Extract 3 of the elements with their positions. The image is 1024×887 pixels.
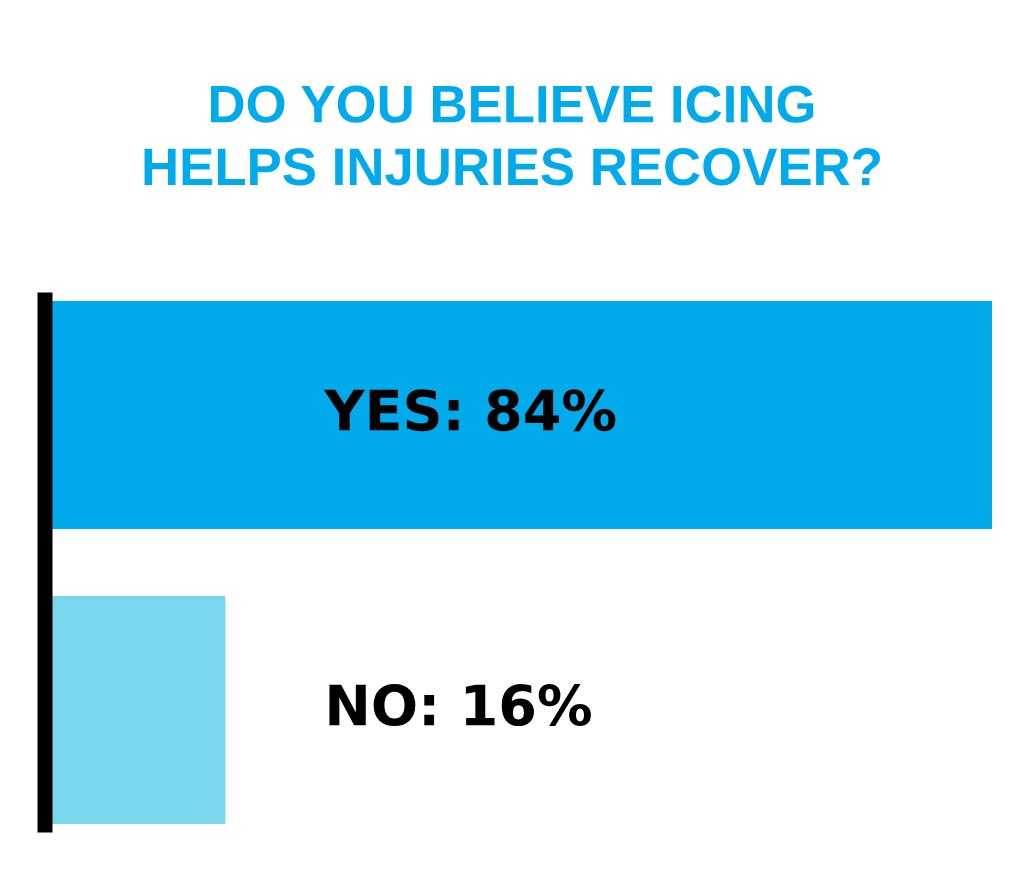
chart-title: DO YOU BELIEVE ICING HELPS INJURIES RECOVER? [144,85,880,186]
data-label: NO: 16% [329,684,591,727]
data-label: YES: 84% [323,389,616,432]
